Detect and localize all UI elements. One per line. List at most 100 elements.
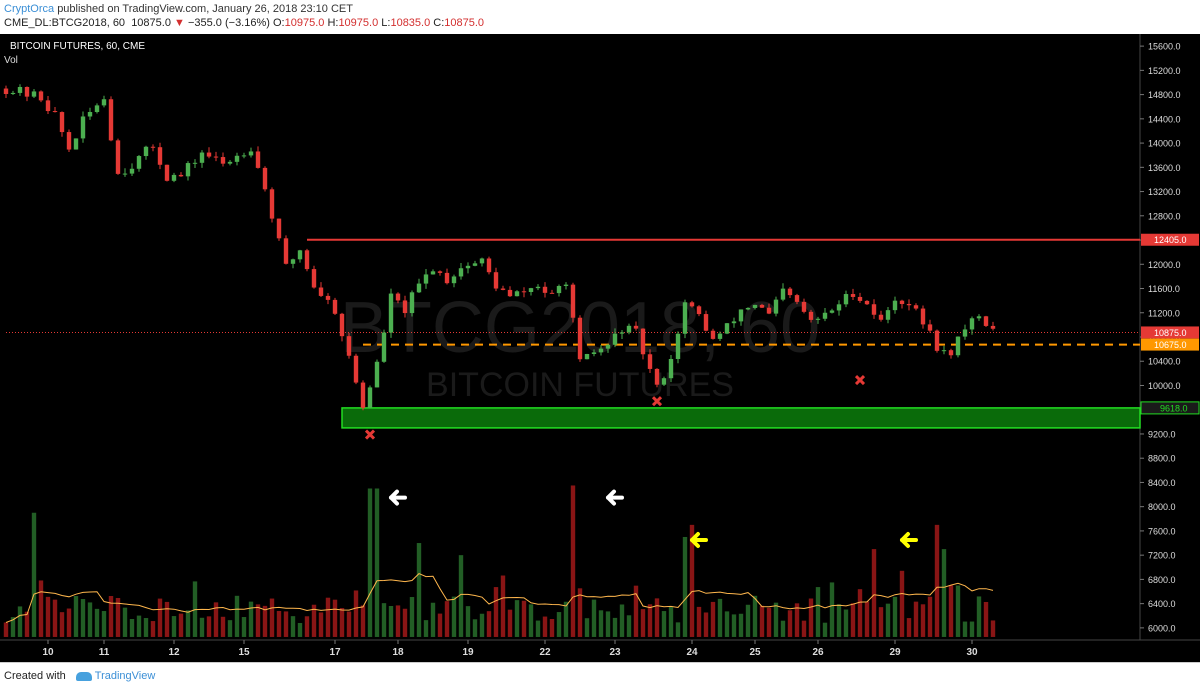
- candle-body: [283, 238, 289, 264]
- volume-bar: [822, 622, 828, 637]
- volume-bar: [661, 611, 667, 637]
- volume-bar: [815, 587, 821, 637]
- x-tick-label: 30: [966, 647, 978, 658]
- y-tick-label: 8400.0: [1148, 478, 1176, 488]
- candle-body: [367, 387, 373, 408]
- x-tick-label: 17: [329, 647, 341, 658]
- candle-body: [444, 272, 450, 284]
- publish-line: CryptOrca published on TradingView.com, …: [4, 3, 353, 15]
- candle-body: [752, 304, 758, 308]
- candle-body: [703, 314, 709, 331]
- volume-bar: [507, 609, 513, 637]
- volume-bar: [745, 604, 751, 637]
- candle-body: [227, 161, 233, 164]
- y-tick-label: 15600.0: [1148, 42, 1181, 52]
- candle-body: [38, 91, 44, 101]
- candle-body: [542, 286, 548, 293]
- candle-body: [962, 329, 968, 337]
- candle-body: [437, 271, 443, 273]
- volume-bar: [276, 610, 282, 637]
- volume-bar: [451, 596, 457, 637]
- volume-bar: [556, 612, 562, 637]
- volume-bar: [171, 616, 177, 637]
- candle-body: [486, 258, 492, 273]
- candle-body: [969, 318, 975, 330]
- candle-body: [724, 323, 730, 334]
- chart-title: BITCOIN FUTURES, 60, CME: [10, 41, 146, 52]
- volume-bar: [157, 598, 163, 637]
- left-arrow-icon: [900, 532, 918, 549]
- candle-body: [346, 336, 352, 356]
- volume-bar: [388, 606, 394, 637]
- x-tick-label: 22: [539, 647, 551, 658]
- candle-body: [528, 288, 534, 292]
- author-link[interactable]: CryptOrca: [4, 3, 55, 15]
- tradingview-link[interactable]: TradingView: [94, 670, 156, 682]
- volume-bar: [514, 600, 520, 637]
- volume-bar: [486, 611, 492, 637]
- volume-bar: [241, 617, 247, 637]
- candle-body: [157, 147, 163, 165]
- candle-body: [668, 358, 674, 379]
- volume-bar: [787, 610, 793, 637]
- candle-body: [479, 258, 485, 264]
- candles: [3, 84, 996, 411]
- candle-body: [129, 168, 135, 174]
- candle-body: [913, 305, 919, 309]
- volume-bar: [927, 596, 933, 637]
- volume-bar: [108, 596, 114, 637]
- volume-bar: [17, 606, 23, 637]
- candle-body: [598, 348, 604, 353]
- y-tick-label: 11200.0: [1148, 308, 1180, 318]
- volume-bar: [885, 603, 891, 637]
- y-tick-label: 8800.0: [1148, 454, 1176, 464]
- volume-bar: [941, 549, 947, 637]
- price-label-bg: [1141, 338, 1199, 351]
- candle-body: [507, 289, 513, 297]
- volume-bar: [647, 604, 653, 637]
- candle-body: [794, 295, 800, 302]
- candle-body: [241, 155, 247, 157]
- x-tick-label: 12: [168, 647, 180, 658]
- x-marker-icon: [854, 374, 866, 386]
- candle-body: [983, 316, 989, 326]
- candle-body: [878, 314, 884, 320]
- candle-body: [423, 274, 429, 284]
- candle-body: [262, 167, 268, 190]
- candle-body: [311, 269, 317, 288]
- candle-body: [136, 156, 142, 169]
- arrow-head: [900, 532, 910, 549]
- candle-body: [45, 100, 51, 112]
- candle-body: [808, 311, 814, 320]
- x-tick-label: 23: [609, 647, 621, 658]
- candle-body: [10, 92, 16, 94]
- candle-body: [178, 174, 184, 177]
- candle-body: [920, 308, 926, 325]
- left-arrow-icon: [389, 489, 407, 506]
- x-marker-stroke: [651, 396, 663, 407]
- volume-bar: [73, 596, 79, 637]
- volume-bar: [794, 603, 800, 637]
- volume-bar: [143, 618, 149, 637]
- volume-ma-line: [5, 573, 994, 623]
- volume-bar: [675, 622, 681, 637]
- candle-body: [514, 291, 520, 297]
- chart-area[interactable]: BTCG2018, 60 BITCOIN FUTURES 15600.0 15200.…: [0, 34, 1200, 662]
- volume-bar: [24, 611, 30, 637]
- candle-body: [353, 355, 359, 383]
- candle-body: [801, 301, 807, 312]
- volume-bar: [402, 608, 408, 637]
- volume-bar: [423, 620, 429, 637]
- volume-bar: [304, 616, 310, 637]
- y-tick-label: 14800.0: [1148, 90, 1181, 100]
- volume-bar: [234, 595, 240, 637]
- volume-bar: [808, 598, 814, 637]
- x-marker-icon: [364, 429, 376, 440]
- volume-bar: [920, 604, 926, 637]
- volume-bar: [871, 549, 877, 637]
- candle-body: [570, 284, 576, 318]
- volume-bar: [101, 611, 107, 637]
- volume-bar: [612, 617, 618, 637]
- tradingview-logo-icon[interactable]: [75, 671, 92, 681]
